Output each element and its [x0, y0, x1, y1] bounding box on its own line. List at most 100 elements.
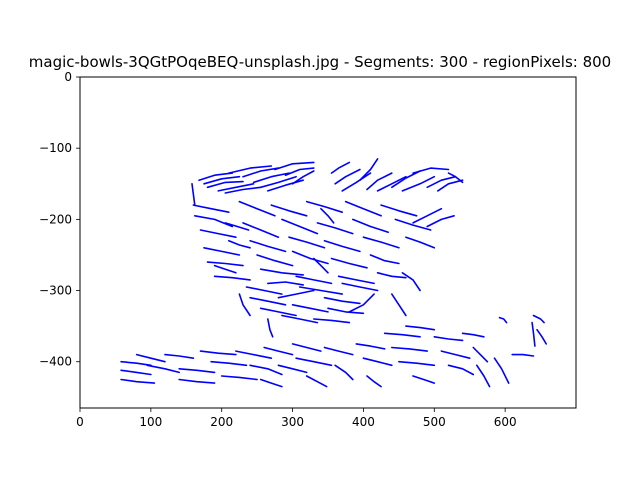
segment-line	[282, 316, 318, 323]
x-tick-label: 600	[494, 415, 517, 429]
segment-line	[193, 205, 228, 212]
segment-line	[441, 351, 469, 358]
segment-line	[195, 216, 233, 227]
segment-line	[332, 162, 350, 173]
segment-line	[356, 344, 384, 349]
y-axis: 0 −100 −200 −300 −400	[39, 70, 80, 369]
segment-line	[463, 333, 484, 337]
segment-line	[250, 241, 285, 252]
segment-line	[179, 380, 214, 384]
segment-line	[208, 262, 244, 266]
x-tick-label: 400	[352, 415, 375, 429]
y-tick-label: 0	[64, 70, 72, 84]
segment-line	[392, 294, 406, 315]
segment-line	[243, 168, 278, 177]
segment-line	[121, 362, 151, 366]
segment-line	[264, 348, 292, 355]
segment-line	[477, 365, 490, 386]
segment-line	[257, 255, 293, 266]
segment-line	[449, 365, 474, 374]
segment-line	[293, 344, 321, 351]
series-layer	[121, 159, 546, 387]
segment-line	[236, 351, 271, 358]
segment-line	[261, 380, 282, 387]
segment-line	[342, 283, 377, 290]
segment-line	[211, 362, 246, 366]
segment-line	[500, 318, 507, 323]
segment-line	[147, 365, 179, 372]
segment-line	[247, 287, 282, 294]
segment-line	[363, 358, 391, 365]
segment-line	[199, 173, 232, 180]
segment-line	[317, 223, 352, 234]
x-axis: 0 100 200 300 400 500 600	[76, 408, 516, 429]
segment-line	[215, 276, 251, 280]
segment-line	[381, 205, 417, 216]
segment-line	[473, 348, 487, 362]
segment-line	[399, 362, 434, 366]
segment-line	[406, 326, 434, 330]
segment-line	[402, 177, 434, 191]
segment-line	[438, 180, 463, 191]
segment-line	[434, 337, 462, 341]
segment-line	[363, 237, 399, 248]
segment-line	[121, 380, 154, 384]
segment-line	[201, 230, 236, 237]
segment-line	[204, 248, 239, 255]
segment-line	[427, 216, 454, 227]
y-tick-label: −100	[39, 141, 72, 155]
segment-line	[137, 355, 165, 362]
segment-line	[385, 333, 420, 337]
segment-line	[413, 168, 449, 173]
segment-line	[413, 376, 434, 383]
chart-title: magic-bowls-3QGtPOqeBEQ-unsplash.jpg - S…	[29, 53, 611, 71]
y-tick-label: −300	[39, 284, 72, 298]
segment-line	[307, 202, 343, 213]
segment-line	[289, 237, 325, 248]
x-tick-label: 0	[76, 415, 84, 429]
segment-line	[215, 266, 236, 273]
x-tick-label: 300	[281, 415, 304, 429]
segment-line	[307, 376, 327, 387]
segment-line	[296, 358, 331, 365]
segment-line	[371, 255, 399, 264]
segment-line	[121, 370, 151, 374]
segment-line	[268, 319, 273, 337]
segment-line	[339, 276, 375, 283]
segment-line	[360, 159, 378, 180]
segment-line	[406, 237, 434, 248]
segment-line	[378, 273, 406, 278]
segment-line	[250, 298, 285, 305]
segment-line	[353, 219, 388, 232]
y-tick-label: −200	[39, 212, 72, 226]
segment-line	[192, 184, 195, 205]
segment-line	[367, 376, 381, 387]
segment-line	[532, 323, 535, 347]
segment-line	[261, 269, 304, 275]
segment-line	[395, 219, 430, 230]
segment-line	[335, 365, 353, 379]
segment-line	[278, 365, 306, 372]
segment-line	[392, 348, 427, 352]
segment-line	[495, 358, 509, 383]
segment-line	[402, 273, 420, 291]
segment-line	[261, 308, 296, 315]
segment-line	[165, 355, 193, 359]
segment-line	[239, 294, 250, 315]
x-tick-label: 100	[139, 415, 162, 429]
y-tick-label: −400	[39, 355, 72, 369]
segment-line	[534, 316, 545, 323]
segment-line	[512, 355, 533, 356]
segment-line	[300, 287, 343, 294]
segment-line	[314, 259, 328, 273]
segment-line	[296, 276, 331, 283]
segment-line	[537, 330, 546, 344]
segment-line	[332, 259, 368, 268]
segment-line	[268, 282, 303, 285]
segment-line	[321, 209, 334, 223]
segment-line	[328, 308, 363, 313]
segment-line	[271, 205, 306, 216]
segment-line	[222, 376, 257, 380]
segment-line	[293, 251, 328, 263]
